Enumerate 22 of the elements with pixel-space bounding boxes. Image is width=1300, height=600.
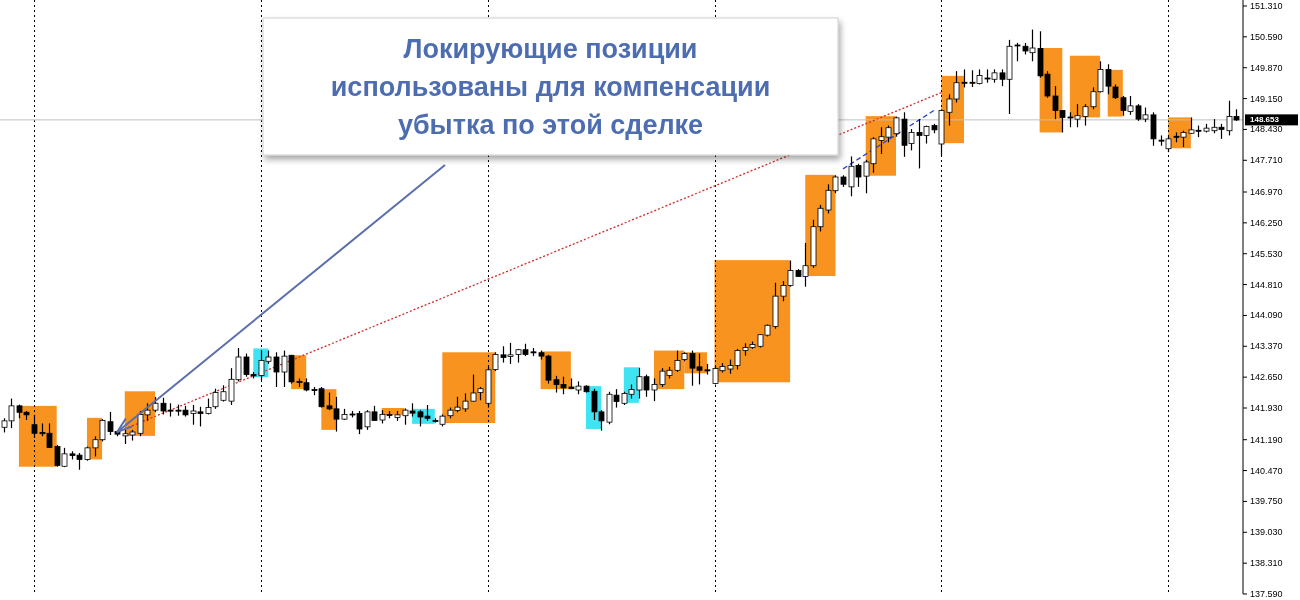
y-tick-label: 151.310	[1250, 1, 1283, 11]
y-tick-label: 143.370	[1250, 341, 1283, 352]
ref-line-label: 148.653	[1250, 115, 1280, 125]
y-tick-label: 140.470	[1250, 465, 1283, 476]
y-tick-label: 137.590	[1250, 589, 1283, 599]
y-tick-label: 141.930	[1250, 403, 1283, 413]
y-tick-label: 149.870	[1250, 62, 1283, 73]
annotation: Локирующие позиции использованы для компенсации убытка по этой сделке	[330, 33, 771, 140]
y-tick-label: 150.590	[1250, 31, 1283, 42]
y-tick-label: 139.030	[1250, 527, 1283, 538]
y-tick-label: 147.710	[1250, 155, 1283, 166]
y-tick-label: 141.190	[1250, 434, 1283, 445]
y-tick-label: 144.090	[1250, 310, 1283, 321]
y-tick-label: 148.430	[1250, 124, 1283, 135]
y-tick-label: 144.810	[1250, 279, 1283, 290]
y-tick-label: 149.150	[1250, 93, 1283, 104]
y-tick-label: 146.250	[1250, 217, 1283, 228]
y-tick-label: 138.310	[1250, 558, 1283, 569]
y-tick-label: 146.970	[1250, 187, 1283, 197]
y-tick-label: 145.530	[1250, 248, 1283, 259]
y-tick-label: 142.650	[1250, 372, 1283, 383]
y-tick-label: 139.750	[1250, 496, 1283, 507]
